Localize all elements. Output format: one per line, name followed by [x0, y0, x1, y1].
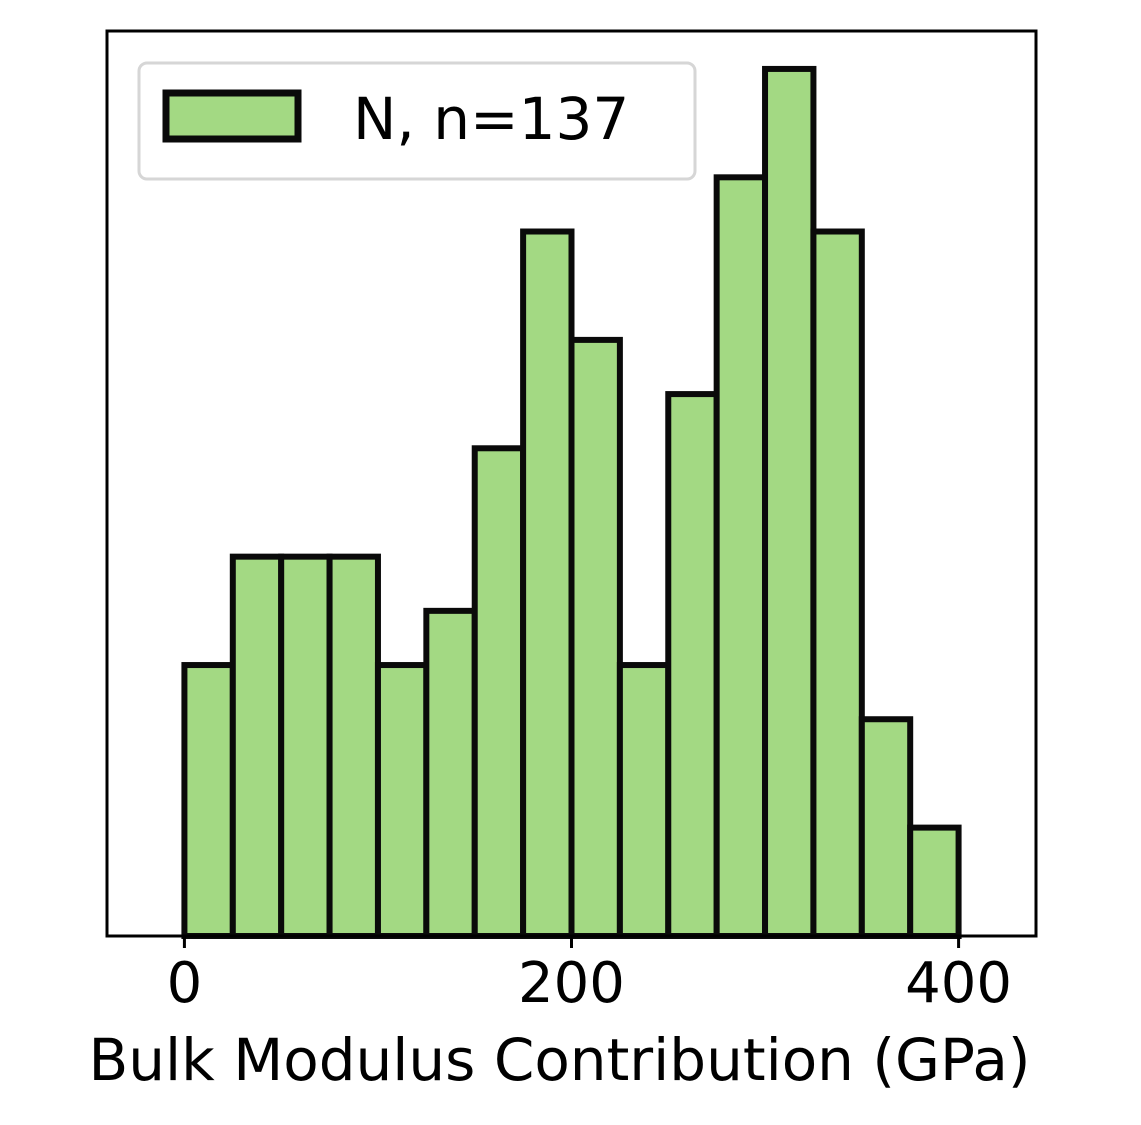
legend-swatch	[162, 89, 302, 143]
histogram-bar	[423, 607, 478, 939]
histogram-bar	[278, 553, 333, 939]
x-tick-label: 0	[167, 951, 203, 1016]
x-axis-label: Bulk Modulus Contribution (GPa)	[89, 1026, 1031, 1094]
histogram-bar	[229, 553, 285, 939]
histogram-bar	[568, 336, 623, 939]
histogram-bar	[858, 716, 914, 939]
histogram-bar	[907, 824, 962, 939]
legend: N, n=137	[137, 61, 697, 181]
histogram-bar	[374, 662, 430, 939]
histogram-bar	[520, 228, 575, 940]
histogram-bar	[810, 228, 865, 940]
x-axis-ticks: 0 200 400	[167, 936, 1012, 1016]
bars-group	[181, 65, 962, 940]
histogram-bar	[762, 65, 817, 939]
histogram-bar	[616, 662, 672, 939]
legend-entry-label: N, n=137	[353, 85, 629, 153]
histogram-bar	[665, 391, 720, 939]
histogram-bar	[713, 174, 769, 939]
x-tick-label: 200	[518, 951, 625, 1016]
x-tick-label: 400	[905, 951, 1012, 1016]
histogram-bar	[471, 445, 527, 939]
histogram-bar	[326, 553, 381, 939]
histogram-bar	[181, 662, 236, 939]
